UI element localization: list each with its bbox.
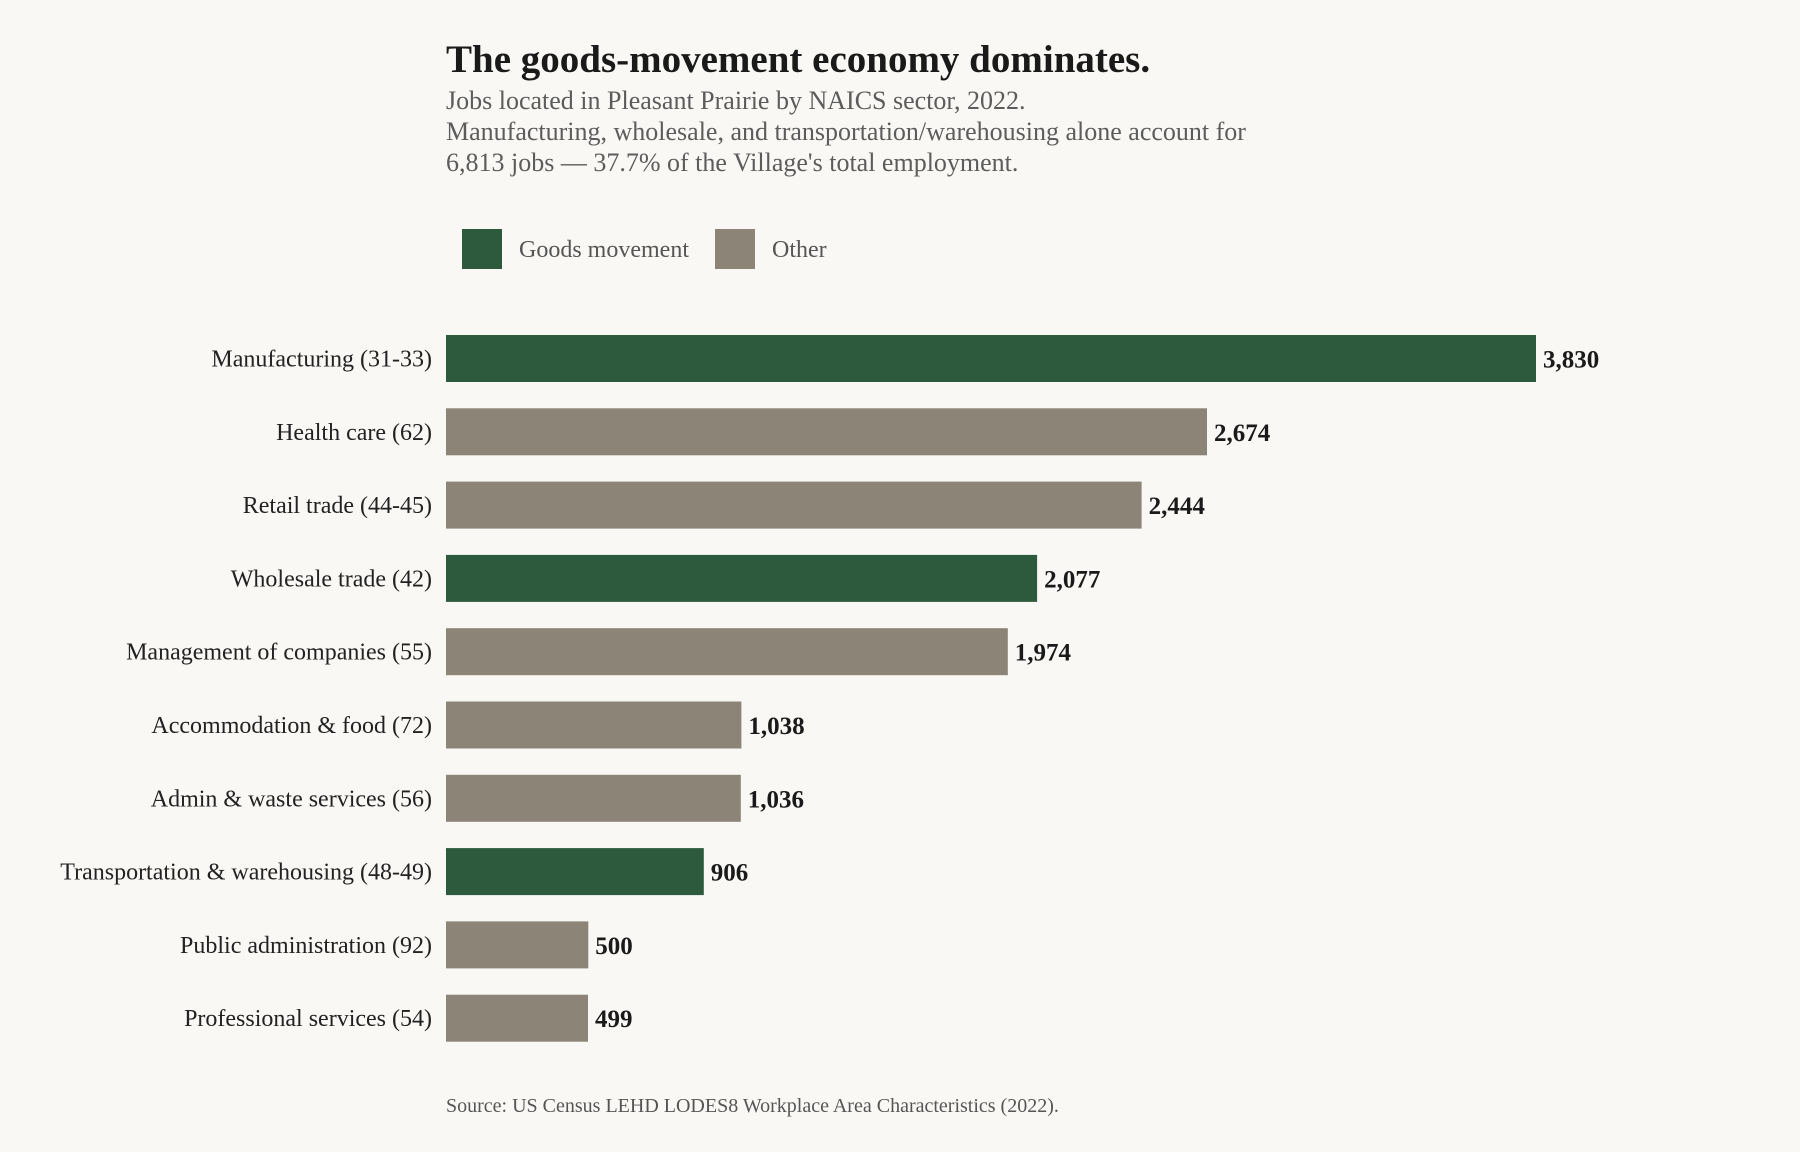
value-label-manufacturing-31-33: 3,830 [1543,347,1599,374]
value-label-public-administration-92: 500 [595,933,633,960]
bar-transportation-warehousing-48-49 [446,848,704,896]
value-label-accommodation-food-72: 1,038 [748,713,804,740]
legend-label-goods-movement: Goods movement [519,237,689,263]
legend-label-other: Other [772,237,827,263]
bar-accommodation-food-72 [446,701,742,749]
chart-subtitle-line-1: Jobs located in Pleasant Prairie by NAIC… [446,86,1026,115]
chart-subtitle-line-2: Manufacturing, wholesale, and transporta… [446,117,1246,146]
value-label-wholesale-trade-42: 2,077 [1044,566,1100,593]
bars-group: Manufacturing (31-33) 3,830 Health care (6… [60,335,1599,1042]
bar-admin-waste-services-56 [446,774,741,822]
category-label-admin-waste-services-56: Admin & waste services (56) [151,786,432,812]
bar-health-care-62 [446,408,1207,456]
category-label-health-care-62: Health care (62) [276,420,432,446]
legend-swatch-other [715,229,755,269]
category-label-wholesale-trade-42: Wholesale trade (42) [231,566,432,592]
bar-professional-services-54 [446,994,588,1042]
value-label-retail-trade-44-45: 2,444 [1149,493,1206,520]
bar-retail-trade-44-45 [446,481,1142,529]
bar-manufacturing-31-33 [446,335,1536,382]
category-label-professional-services-54: Professional services (54) [184,1006,432,1032]
value-label-admin-waste-services-56: 1,036 [748,786,804,813]
category-label-manufacturing-31-33: Manufacturing (31-33) [211,347,432,373]
bar-public-administration-92 [446,921,589,969]
bar-management-of-companies-55 [446,628,1008,676]
value-label-transportation-warehousing-48-49: 906 [711,860,749,887]
value-label-management-of-companies-55: 1,974 [1015,640,1072,667]
chart-title: The goods-movement economy dominates. [446,38,1150,81]
legend-swatch-goods-movement [462,229,502,269]
category-label-public-administration-92: Public administration (92) [180,933,432,959]
source-note: Source: US Census LEHD LODES8 Workplace … [446,1095,1059,1117]
category-label-retail-trade-44-45: Retail trade (44-45) [243,493,432,519]
value-label-health-care-62: 2,674 [1214,420,1271,447]
category-label-accommodation-food-72: Accommodation & food (72) [151,713,432,739]
chart-subtitle-line-3: 6,813 jobs — 37.7% of the Village's tota… [446,148,1018,177]
bar-wholesale-trade-42 [446,554,1038,602]
value-label-professional-services-54: 499 [595,1006,633,1033]
legend: Goods movement Other [462,229,827,269]
category-label-management-of-companies-55: Management of companies (55) [126,640,432,666]
category-label-transportation-warehousing-48-49: Transportation & warehousing (48-49) [60,860,432,886]
